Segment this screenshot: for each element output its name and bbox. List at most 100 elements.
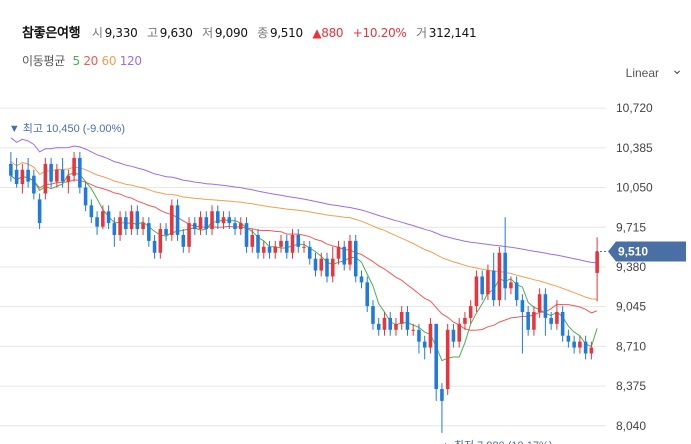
candle-body (284, 240, 289, 253)
ma-120-label[interactable]: 120 (119, 54, 142, 68)
candle-body (376, 323, 381, 330)
candle-body (422, 341, 427, 348)
candle-body (434, 323, 438, 390)
candle-body (543, 294, 548, 318)
scale-selector[interactable]: Linear (625, 66, 659, 80)
y-tick-label: 9,045 (616, 300, 646, 314)
candle-body (267, 246, 272, 253)
candle-body (210, 211, 214, 230)
candle-body (509, 282, 513, 289)
candle-body (451, 329, 456, 342)
current-price-badge (608, 241, 686, 262)
candle-body (147, 223, 151, 241)
candle-body (497, 252, 502, 301)
candle-body (49, 163, 53, 182)
ma-60-line (10, 161, 598, 300)
candle-body (89, 205, 94, 218)
change-percent: +10.20% (352, 26, 407, 40)
candle-body (164, 229, 168, 235)
candle-body (193, 223, 197, 230)
candle-body (572, 341, 576, 348)
candle-body (55, 169, 59, 182)
candle-body (66, 175, 71, 182)
ma-5-label[interactable]: 5 (72, 54, 80, 68)
candle-body (440, 389, 444, 401)
candle-body (319, 258, 324, 271)
candle-body (250, 234, 255, 247)
candle-body (37, 199, 42, 224)
candle-body (348, 240, 352, 265)
y-tick-label: 8,375 (616, 379, 646, 393)
candle-body (491, 270, 496, 301)
candle-body (532, 312, 536, 330)
candle-body (480, 276, 484, 295)
high-annotation: ▼ 최고 10,450 (-9.00%) (9, 122, 125, 135)
candle-body (14, 169, 19, 184)
candle-body (227, 217, 232, 224)
candle-body (549, 317, 553, 324)
candle-body (468, 306, 473, 318)
candle-body (175, 205, 180, 235)
price-header: 참좋은여행 시 9,330 고 9,630 저 9,090 종 9,510 ▲880 +… (22, 22, 482, 41)
candle-body (233, 223, 237, 230)
candle-body (290, 234, 295, 253)
candle-body (72, 157, 76, 176)
candle-body (555, 312, 559, 324)
y-tick-label: 8,040 (616, 419, 646, 433)
candle-body (198, 217, 203, 230)
candle-body (589, 347, 594, 354)
change-amount: 880 (321, 26, 344, 40)
candle-body (26, 169, 30, 182)
candle-body (307, 246, 312, 259)
candle-body (503, 252, 507, 289)
candle-body (181, 234, 186, 247)
candle-body (365, 282, 370, 307)
volume-label: 거 (416, 26, 427, 40)
y-tick-label: 10,050 (616, 181, 653, 195)
candle-body (106, 211, 111, 224)
ma-60-label[interactable]: 60 (101, 54, 117, 68)
candle-body (221, 217, 226, 224)
candle-body (83, 187, 88, 206)
high-value: 9,630 (159, 26, 193, 40)
candle-body (296, 234, 301, 247)
candle-body (112, 223, 117, 235)
candle-body (457, 323, 461, 342)
chevron-down-icon[interactable]: ⌄ (671, 62, 683, 78)
candle-body (279, 240, 283, 247)
open-label: 시 (91, 26, 103, 40)
candle-body (95, 217, 99, 227)
candle-body (129, 211, 134, 230)
candle-body (399, 312, 404, 324)
candle-body (256, 234, 260, 253)
candle-body (371, 306, 375, 324)
candle-body (382, 317, 387, 330)
candle-body (124, 217, 128, 230)
y-tick-label: 9,380 (616, 260, 646, 274)
candle-body (394, 323, 398, 330)
candle-body (474, 276, 479, 307)
candle-body (428, 323, 433, 348)
candle-body (526, 312, 530, 330)
candle-body (216, 211, 220, 224)
candle-body (537, 294, 542, 312)
ma-20-label[interactable]: 20 (83, 54, 99, 68)
candle-body (135, 211, 140, 230)
candle-body (244, 223, 249, 247)
ma-20-line (10, 175, 598, 331)
candle-body (520, 300, 525, 312)
change-value: ▲880 (312, 26, 343, 40)
candle-body (313, 258, 318, 271)
candle-body (445, 329, 450, 390)
candle-body (9, 163, 13, 176)
high-label: 고 (146, 26, 158, 40)
y-tick-label: 9,715 (616, 220, 646, 234)
candle-body (342, 246, 347, 265)
candle-body (405, 312, 410, 330)
candle-body (560, 312, 565, 336)
candle-body (353, 240, 358, 277)
candle-body (204, 217, 209, 230)
candle-body (583, 341, 588, 354)
low-value: 9,090 (214, 26, 248, 40)
